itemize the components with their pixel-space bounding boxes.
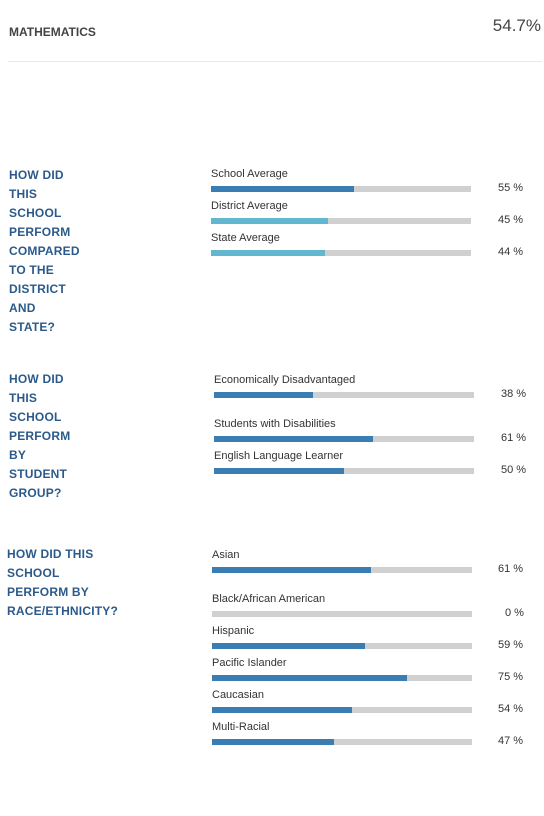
- bar-fill: [212, 675, 407, 681]
- bar-track: [211, 218, 471, 224]
- bar-fill: [214, 436, 373, 442]
- bar-track: [214, 392, 474, 398]
- bar-track: [212, 611, 472, 617]
- bar-track: [211, 186, 471, 192]
- bar-percent: 61 %: [501, 432, 527, 444]
- bar-track: [211, 250, 471, 256]
- bar-percent: 54 %: [498, 703, 524, 715]
- bar-track: [212, 707, 472, 713]
- bar-fill: [211, 186, 354, 192]
- bar-label: Economically Disadvantaged: [214, 374, 356, 386]
- bar-track: [212, 567, 472, 573]
- section-question: HOW DID THIS SCHOOL PERFORM COMPARED TO …: [9, 168, 80, 334]
- bar-fill: [211, 250, 326, 256]
- section-question: HOW DID THIS SCHOOL PERFORM BY RACE/ETHN…: [7, 547, 118, 618]
- bar-label: Caucasian: [212, 689, 264, 701]
- bar-label: Multi-Racial: [212, 721, 270, 733]
- bar-label: Hispanic: [212, 625, 255, 637]
- bar-fill: [212, 707, 353, 713]
- bar-track: [212, 675, 472, 681]
- bar-label: English Language Learner: [214, 450, 344, 462]
- bar-percent: 0 %: [505, 607, 524, 619]
- subject-title: MATHEMATICS: [9, 25, 96, 39]
- bar-percent: 55 %: [498, 182, 524, 194]
- bar-fill: [212, 739, 335, 745]
- bar-label: Asian: [212, 549, 240, 561]
- bar-percent: 45 %: [498, 214, 524, 226]
- bar-track: [214, 468, 474, 474]
- bar-label: Pacific Islander: [212, 657, 287, 669]
- section-question: HOW DID THIS SCHOOL PERFORM BY STUDENT G…: [9, 372, 71, 500]
- bar-fill: [214, 392, 313, 398]
- bar-percent: 59 %: [498, 639, 524, 651]
- bar-track: [212, 643, 472, 649]
- bar-fill: [212, 643, 366, 649]
- bar-percent: 61 %: [498, 563, 524, 575]
- subject-score: 54.7%: [492, 16, 541, 35]
- bar-label: Students with Disabilities: [214, 418, 336, 430]
- bar-percent: 75 %: [498, 671, 524, 683]
- subject-header: MATHEMATICS 54.7%: [8, 0, 542, 62]
- bar-percent: 50 %: [501, 464, 527, 476]
- bar-percent: 44 %: [498, 246, 524, 258]
- bar-fill: [212, 567, 371, 573]
- bar-label: District Average: [211, 200, 288, 212]
- bar-fill: [214, 468, 344, 474]
- bar-track: [214, 436, 474, 442]
- bar-label: Black/African American: [212, 593, 326, 605]
- bar-percent: 38 %: [501, 388, 527, 400]
- bar-fill: [211, 218, 328, 224]
- bar-percent: 47 %: [498, 735, 524, 747]
- bar-label: School Average: [211, 168, 288, 180]
- bar-label: State Average: [211, 232, 280, 244]
- bar-track: [212, 739, 472, 745]
